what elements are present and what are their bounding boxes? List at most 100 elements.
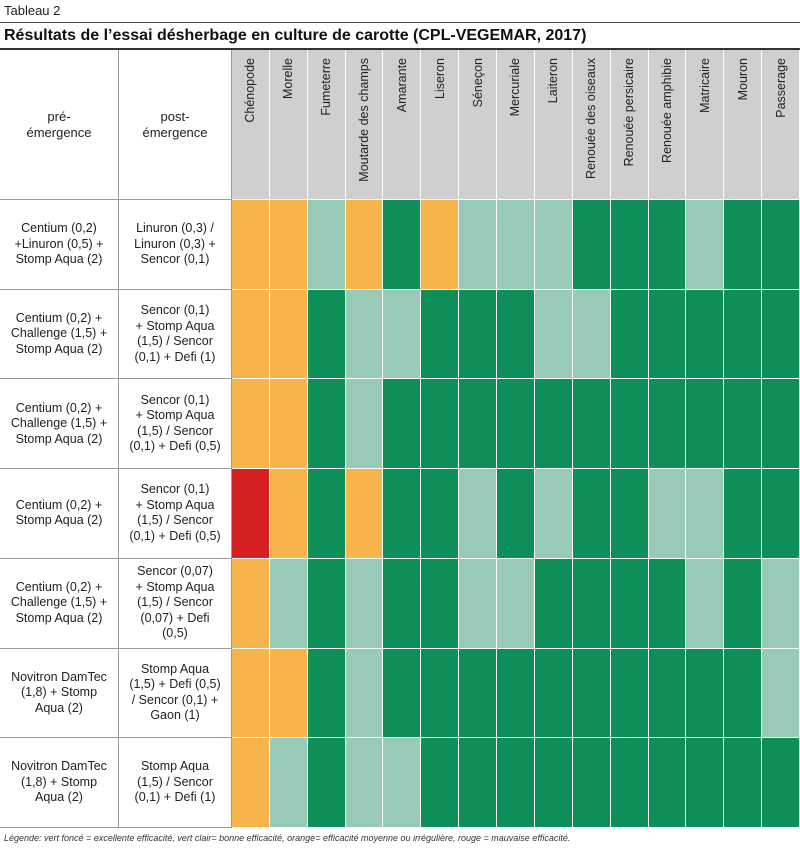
efficacy-cell — [232, 200, 270, 290]
efficacy-cell — [534, 289, 573, 380]
efficacy-cell — [572, 469, 611, 559]
weed-header-label: Amarante — [394, 58, 409, 113]
efficacy-cell — [421, 738, 460, 828]
weed-header-label: Chénopode — [243, 58, 258, 123]
weed-header: Fumeterre — [307, 50, 346, 200]
efficacy-cell — [459, 648, 498, 739]
efficacy-cell — [269, 469, 308, 559]
post-emergence-cell: Sencor (0,07) + Stomp Aqua (1,5) / Senco… — [119, 558, 232, 649]
weed-header: Laiteron — [534, 50, 573, 200]
efficacy-cell — [421, 558, 460, 649]
efficacy-cell — [307, 379, 346, 470]
post-emergence-cell: Sencor (0,1) + Stomp Aqua (1,5) / Sencor… — [119, 469, 232, 559]
efficacy-cell — [572, 648, 611, 739]
efficacy-cell — [383, 469, 422, 559]
post-emergence-cell: Stomp Aqua (1,5) + Defi (0,5) / Sencor (… — [119, 648, 232, 739]
efficacy-cell — [534, 738, 573, 828]
efficacy-cell — [459, 289, 498, 380]
weed-header-label: Matricaire — [697, 58, 712, 113]
weed-header-label: Mouron — [735, 58, 750, 101]
efficacy-cell — [497, 648, 535, 739]
results-table: pré- émergence post- émergence Chénopode Mo… — [0, 50, 800, 828]
efficacy-cell — [232, 289, 270, 380]
weed-header: Moutarde des champs — [345, 50, 384, 200]
pre-emergence-cell: Centium (0,2) + Stomp Aqua (2) — [0, 469, 119, 559]
efficacy-cell — [345, 469, 384, 559]
efficacy-cell — [686, 648, 725, 739]
efficacy-cell — [534, 558, 573, 649]
pre-emergence-cell: Centium (0,2) + Challenge (1,5) + Stomp … — [0, 558, 119, 649]
weed-header: Morelle — [269, 50, 308, 200]
efficacy-cell — [572, 289, 611, 380]
efficacy-cell — [497, 289, 535, 380]
efficacy-cell — [534, 379, 573, 470]
efficacy-cell — [345, 289, 384, 380]
efficacy-cell — [648, 738, 687, 828]
efficacy-cell — [762, 558, 800, 649]
efficacy-cell — [345, 738, 384, 828]
efficacy-cell — [534, 469, 573, 559]
legend-text: Légende: vert foncé = excellente efficac… — [4, 833, 571, 843]
efficacy-cell — [762, 379, 800, 470]
efficacy-cell — [724, 379, 763, 470]
weed-header: Renouée persicaire — [610, 50, 649, 200]
efficacy-cell — [610, 200, 649, 290]
efficacy-cell — [232, 738, 270, 828]
weed-header: Passerage — [762, 50, 800, 200]
pre-emergence-cell: Novitron DamTec (1,8) + Stomp Aqua (2) — [0, 738, 119, 828]
efficacy-cell — [686, 558, 725, 649]
efficacy-cell — [307, 469, 346, 559]
efficacy-cell — [307, 738, 346, 828]
efficacy-cell — [724, 558, 763, 649]
efficacy-cell — [345, 648, 384, 739]
efficacy-cell — [459, 738, 498, 828]
efficacy-cell — [497, 558, 535, 649]
efficacy-cell — [686, 200, 725, 290]
post-emergence-cell: Stomp Aqua (1,5) / Sencor (0,1) + Defi (… — [119, 738, 232, 828]
efficacy-cell — [686, 289, 725, 380]
table-title: Résultats de l’essai désherbage en cultu… — [4, 27, 587, 44]
weed-header-label: Renouée amphibie — [659, 58, 674, 163]
weed-header: Amarante — [383, 50, 422, 200]
efficacy-cell — [459, 558, 498, 649]
efficacy-cell — [421, 289, 460, 380]
efficacy-cell — [421, 648, 460, 739]
efficacy-cell — [648, 469, 687, 559]
efficacy-cell — [648, 289, 687, 380]
weed-header-label: Renouée persicaire — [622, 58, 637, 167]
efficacy-cell — [497, 200, 535, 290]
efficacy-cell — [232, 558, 270, 649]
efficacy-cell — [383, 738, 422, 828]
efficacy-cell — [383, 289, 422, 380]
efficacy-cell — [459, 379, 498, 470]
efficacy-cell — [648, 558, 687, 649]
weed-header: Séneçon — [459, 50, 498, 200]
top-rule — [0, 22, 800, 23]
header-pre-emergence: pré- émergence — [0, 50, 119, 200]
efficacy-cell — [686, 379, 725, 470]
efficacy-cell — [307, 558, 346, 649]
post-emergence-cell: Linuron (0,3) / Linuron (0,3) + Sencor (… — [119, 200, 232, 290]
efficacy-cell — [307, 648, 346, 739]
efficacy-cell — [610, 289, 649, 380]
weed-header: Renouée amphibie — [648, 50, 687, 200]
weed-header-label: Mercuriale — [508, 58, 523, 117]
efficacy-cell — [610, 558, 649, 649]
post-emergence-cell: Sencor (0,1) + Stomp Aqua (1,5) / Sencor… — [119, 379, 232, 470]
efficacy-cell — [383, 558, 422, 649]
efficacy-cell — [572, 558, 611, 649]
post-emergence-cell: Sencor (0,1) + Stomp Aqua (1,5) / Sencor… — [119, 289, 232, 380]
efficacy-cell — [269, 648, 308, 739]
efficacy-cell — [269, 379, 308, 470]
efficacy-cell — [572, 200, 611, 290]
pre-emergence-cell: Centium (0,2) + Challenge (1,5) + Stomp … — [0, 289, 119, 380]
efficacy-cell — [383, 379, 422, 470]
weed-header-label: Passerage — [773, 58, 788, 118]
efficacy-cell — [345, 379, 384, 470]
weed-header-label: Fumeterre — [319, 58, 334, 116]
header-post-emergence: post- émergence — [119, 50, 232, 200]
efficacy-cell — [724, 200, 763, 290]
efficacy-cell — [572, 738, 611, 828]
weed-header-label: Morelle — [281, 58, 296, 99]
weed-header: Renouée des oiseaux — [572, 50, 611, 200]
